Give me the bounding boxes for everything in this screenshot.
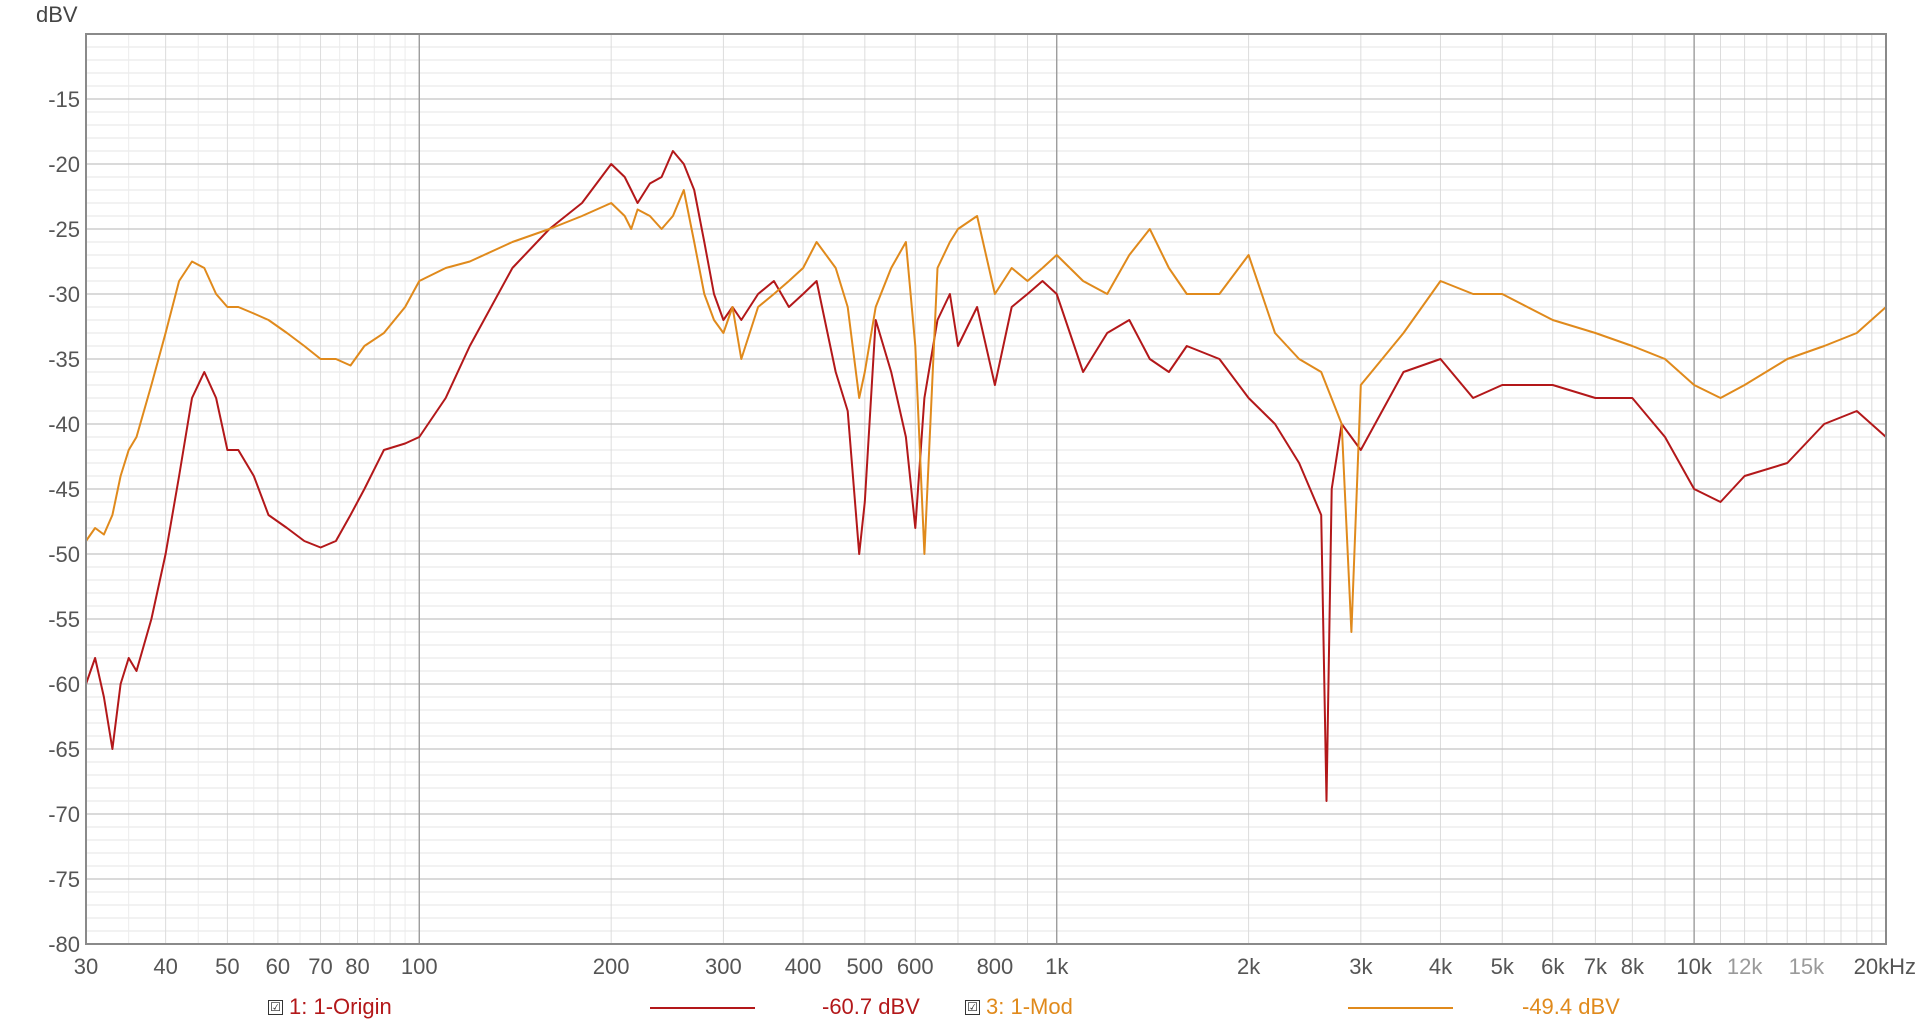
legend-value-origin: -60.7 dBV <box>822 994 920 1019</box>
y-tick-label: -15 <box>48 87 80 112</box>
x-tick-label: 200 <box>593 954 630 979</box>
y-tick-label: -50 <box>48 542 80 567</box>
series-line-1 <box>85 150 1887 802</box>
legend-checkbox-mod[interactable]: ☑ <box>965 999 980 1015</box>
x-tick-label: 3k <box>1349 954 1373 979</box>
x-tick-label: 60 <box>266 954 290 979</box>
series-layer <box>85 150 1887 802</box>
y-tick-label: -45 <box>48 477 80 502</box>
y-tick-label: -60 <box>48 672 80 697</box>
x-tick-label: 80 <box>345 954 369 979</box>
x-tick-label: 7k <box>1584 954 1608 979</box>
x-tick-label: 1k <box>1045 954 1069 979</box>
x-tick-label: 15k <box>1789 954 1825 979</box>
x-tick-label: 400 <box>785 954 822 979</box>
legend-item-origin[interactable]: ☑ 1: 1-Origin <box>268 994 392 1020</box>
x-tick-label: 800 <box>977 954 1014 979</box>
x-tick-label: 5k <box>1491 954 1515 979</box>
legend-item-mod[interactable]: ☑ 3: 1-Mod <box>965 994 1073 1020</box>
legend: ☑ 1: 1-Origin -60.7 dBV ☑ 3: 1-Mod -49.4… <box>0 990 1920 1024</box>
x-tick-label: 10k <box>1676 954 1712 979</box>
legend-swatch-mod <box>1348 1007 1453 1009</box>
legend-swatch-origin <box>650 1007 755 1009</box>
x-axis-ticks: 30 40 50 60 70 80 100 200 300 400 500 600 800 1k 2k 3k 4… <box>74 954 1916 979</box>
y-tick-label: -80 <box>48 932 80 957</box>
legend-label-origin: 1: 1-Origin <box>289 994 392 1019</box>
y-tick-label: -40 <box>48 412 80 437</box>
x-tick-label: 4k <box>1429 954 1453 979</box>
y-tick-label: -25 <box>48 217 80 242</box>
y-tick-label: -30 <box>48 282 80 307</box>
y-axis-ticks: -15 -20 -25 -30 -35 -40 -45 -50 -55 -60 -65 -70 -75 -… <box>48 87 80 957</box>
x-tick-label: 50 <box>215 954 239 979</box>
x-tick-label: 100 <box>401 954 438 979</box>
x-tick-label: 300 <box>705 954 742 979</box>
x-tick-label: 8k <box>1621 954 1645 979</box>
x-tick-label: 600 <box>897 954 934 979</box>
y-axis-unit-label: dBV <box>36 2 78 27</box>
series-line-2 <box>85 189 1887 633</box>
y-tick-label: -55 <box>48 607 80 632</box>
x-tick-label: 70 <box>308 954 332 979</box>
legend-value-mod: -49.4 dBV <box>1522 994 1620 1019</box>
major-gridlines <box>86 34 1886 945</box>
x-tick-label: 40 <box>153 954 177 979</box>
x-tick-label: 30 <box>74 954 98 979</box>
legend-label-mod: 3: 1-Mod <box>986 994 1073 1019</box>
x-tick-label: 2k <box>1237 954 1261 979</box>
x-tick-label: 20kHz <box>1854 954 1916 979</box>
frequency-response-chart: -15 -20 -25 -30 -35 -40 -45 -50 -55 -60 -65 -70 -75 -… <box>0 0 1920 990</box>
legend-checkbox-origin[interactable]: ☑ <box>268 999 283 1015</box>
y-tick-label: -75 <box>48 867 80 892</box>
x-tick-label: 500 <box>846 954 883 979</box>
y-tick-label: -65 <box>48 737 80 762</box>
y-tick-label: -35 <box>48 347 80 372</box>
x-tick-label: 12k <box>1727 954 1763 979</box>
y-tick-label: -20 <box>48 152 80 177</box>
y-tick-label: -70 <box>48 802 80 827</box>
x-tick-label: 6k <box>1541 954 1565 979</box>
plot-background <box>0 0 1920 990</box>
plot-frame <box>85 33 1887 945</box>
